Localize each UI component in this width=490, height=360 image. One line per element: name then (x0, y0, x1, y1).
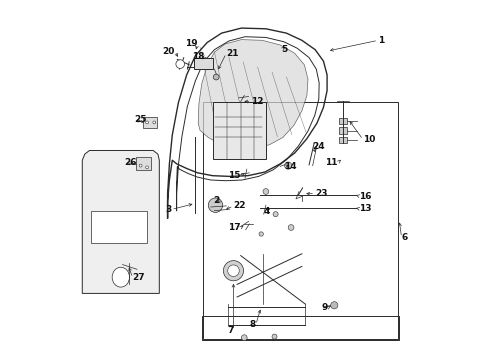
Bar (202, 316, 399, 340)
Bar (213, 102, 266, 159)
Polygon shape (198, 40, 308, 148)
Text: 6: 6 (402, 233, 408, 242)
Text: 15: 15 (228, 171, 241, 180)
Bar (339, 127, 347, 134)
Text: 9: 9 (321, 303, 328, 312)
Circle shape (263, 189, 269, 194)
Text: 12: 12 (251, 97, 264, 106)
Text: 22: 22 (233, 202, 246, 210)
Bar (91, 211, 147, 243)
Circle shape (146, 166, 148, 169)
Ellipse shape (112, 267, 129, 287)
Text: 8: 8 (249, 320, 256, 329)
Text: 26: 26 (124, 158, 137, 167)
Text: 17: 17 (228, 223, 241, 232)
Text: 13: 13 (360, 204, 372, 213)
Circle shape (146, 121, 148, 124)
Text: 16: 16 (360, 192, 372, 201)
Circle shape (273, 212, 278, 217)
Text: 4: 4 (264, 207, 270, 216)
Polygon shape (82, 150, 159, 293)
Bar (339, 137, 347, 143)
Text: 14: 14 (284, 162, 296, 171)
Bar (194, 58, 213, 69)
Text: 23: 23 (315, 189, 328, 198)
Bar (144, 117, 157, 128)
Text: 18: 18 (192, 53, 205, 62)
Text: 7: 7 (227, 326, 233, 335)
Text: 20: 20 (162, 47, 175, 56)
Circle shape (288, 225, 294, 230)
Circle shape (259, 232, 263, 236)
Bar (339, 118, 347, 124)
Text: 24: 24 (313, 143, 325, 152)
Text: 10: 10 (363, 135, 375, 144)
Text: 19: 19 (185, 40, 197, 49)
Circle shape (272, 334, 277, 339)
Bar (202, 102, 398, 339)
Circle shape (176, 60, 185, 68)
Circle shape (208, 198, 222, 212)
Circle shape (285, 162, 292, 169)
Text: 11: 11 (325, 158, 338, 167)
Text: 3: 3 (165, 205, 171, 214)
Text: 27: 27 (133, 274, 146, 282)
Circle shape (153, 121, 156, 124)
Text: 1: 1 (378, 36, 385, 45)
Circle shape (331, 302, 338, 309)
Circle shape (139, 164, 142, 167)
Text: 25: 25 (134, 115, 147, 124)
Circle shape (223, 261, 244, 281)
Circle shape (213, 74, 219, 80)
Text: 2: 2 (214, 197, 220, 205)
Text: 21: 21 (226, 49, 239, 58)
Text: 5: 5 (282, 45, 288, 54)
Bar (136, 157, 151, 170)
Circle shape (242, 335, 247, 341)
Circle shape (228, 265, 239, 276)
